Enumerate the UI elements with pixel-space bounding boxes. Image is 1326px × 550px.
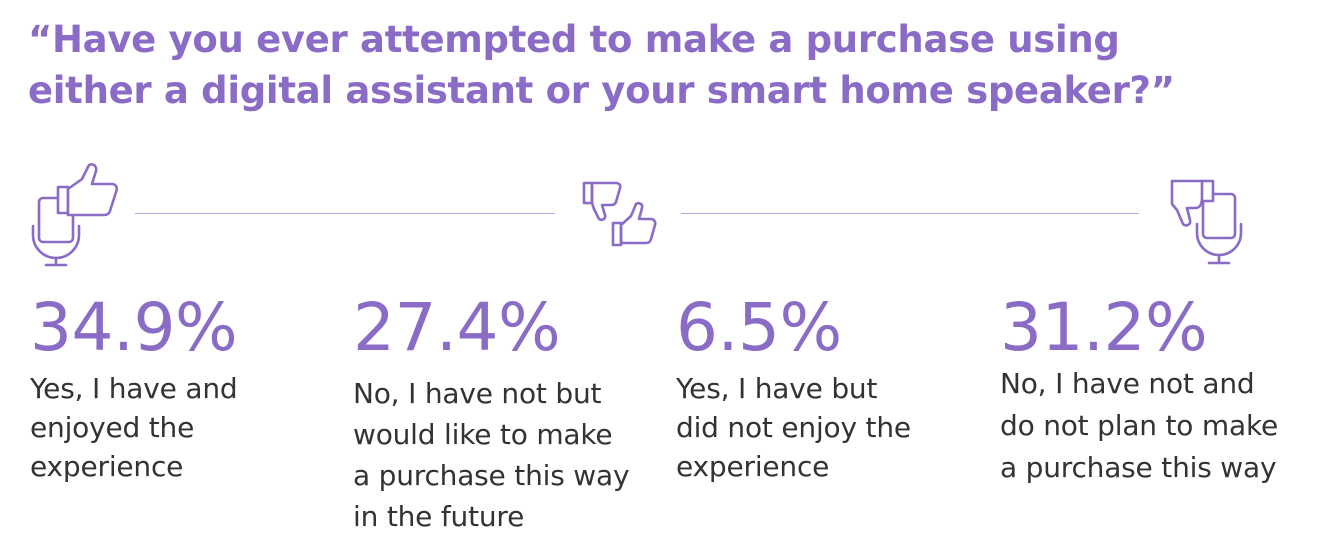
stat-description-1: Yes, I have and enjoyed the experience [30,369,238,486]
stat-4-desc-line-3: a purchase this way [1000,451,1277,484]
chart-title: “Have you ever attempted to make a purch… [28,14,1308,116]
stat-1-desc-line-1: Yes, I have and [30,372,238,405]
stat-item-1: 34.9% Yes, I have and enjoyed the experi… [30,289,238,486]
stat-description-3: Yes, I have but did not enjoy the experi… [676,369,911,486]
stat-2-desc-line-3: a purchase this way [353,459,630,492]
stat-description-4: No, I have not and do not plan to make a… [1000,363,1278,489]
stat-3-desc-line-2: did not enjoy the [676,411,911,444]
thumbs-up-smartphone-icon [28,160,123,270]
stat-item-3: 6.5% Yes, I have but did not enjoy the e… [676,295,911,486]
stat-value-1: 34.9% [30,289,238,366]
stat-value-3: 6.5% [676,289,842,366]
thumbs-down-and-thumbs-up-icon [580,178,657,253]
stat-2-desc-line-1: No, I have not but [353,377,602,410]
stat-4-desc-line-2: do not plan to make [1000,409,1279,442]
stat-1-desc-line-2: enjoyed the [30,411,195,444]
title-line-2: either a digital assistant or your smart… [28,69,1175,112]
stat-2-desc-line-4: in the future [353,500,525,533]
stat-2-desc-line-2: would like to make [353,418,613,451]
stat-item-4: 31.2% No, I have not and do not plan to … [1000,295,1278,489]
stat-value-4: 31.2% [1000,289,1208,366]
stat-item-2: 27.4% No, I have not but would like to m… [353,289,630,537]
divider-line-left [135,213,555,214]
stat-description-2: No, I have not but would like to make a … [353,373,630,537]
stat-1-desc-line-3: experience [30,450,184,483]
thumbs-down-smartphone-icon [1165,178,1255,270]
title-line-1: “Have you ever attempted to make a purch… [28,18,1120,61]
stat-3-desc-line-1: Yes, I have but [676,372,878,405]
stat-3-desc-line-3: experience [676,450,830,483]
stat-value-2: 27.4% [353,289,561,366]
divider-line-right [681,213,1139,214]
stat-4-desc-line-1: No, I have not and [1000,367,1255,400]
